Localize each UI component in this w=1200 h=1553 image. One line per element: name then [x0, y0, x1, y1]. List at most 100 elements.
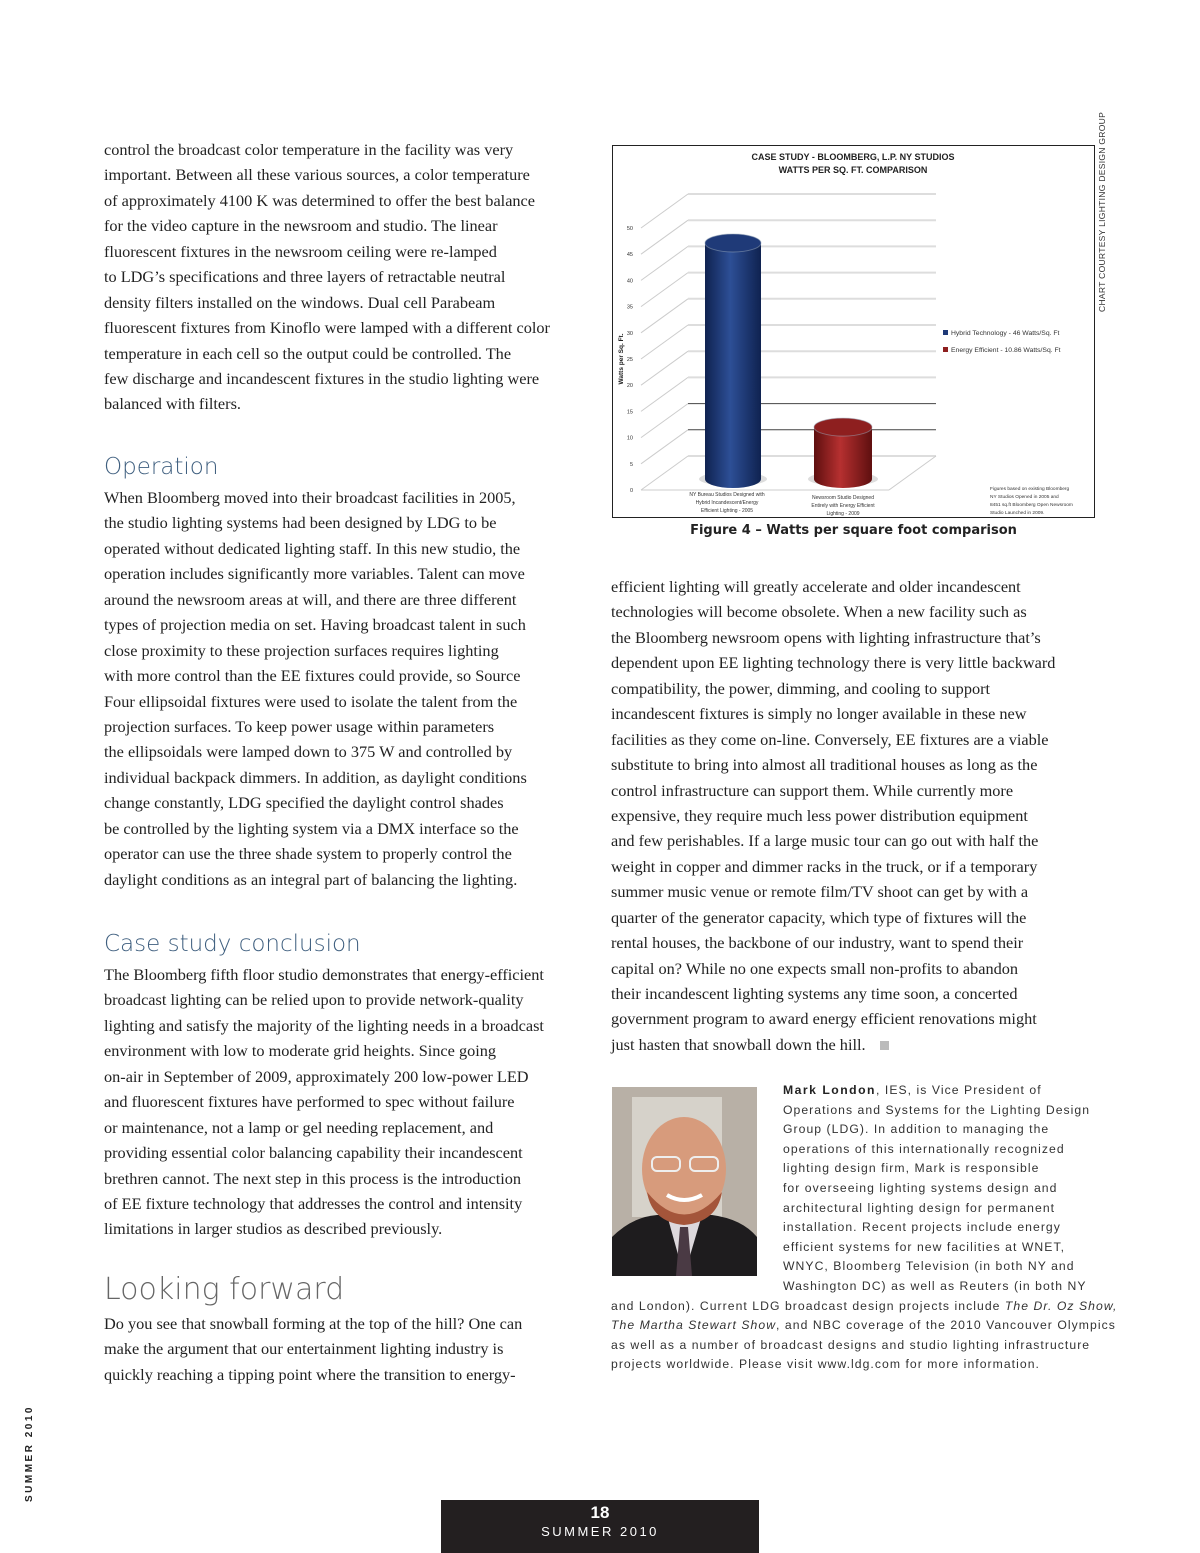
author-bio: Mark London, IES, is Vice President of O…: [611, 1081, 1117, 1375]
text-line: of EE fixture technology that addresses …: [104, 1193, 523, 1213]
text-line: control infrastructure can support them.…: [611, 780, 1014, 800]
bio-line: Group (LDG). In addition to managing the: [783, 1122, 1050, 1137]
text-line: individual backpack dimmers. In addition…: [104, 767, 527, 787]
text-line: be controlled by the lighting system via…: [104, 818, 519, 838]
looking-forward-heading: Looking forward: [104, 1272, 345, 1307]
bio-line: as well as a number of broadcast designs…: [611, 1337, 1091, 1352]
text-line: on-air in September of 2009, approximate…: [104, 1066, 529, 1086]
bio-line: operations of this internationally recog…: [783, 1141, 1065, 1156]
bio-text: , IES, is Vice President of: [876, 1083, 1042, 1097]
bio-line: WNYC, Bloomberg Television (in both NY a…: [783, 1259, 1075, 1274]
bio-text: and London). Current LDG broadcast desig…: [611, 1298, 1005, 1313]
chart-note: NY Studios Opened in 2005 and: [990, 494, 1059, 500]
bio-line: Operations and Systems for the Lighting …: [783, 1102, 1091, 1117]
page-number: 18: [590, 1503, 610, 1522]
text-line: limitations in larger studios as describ…: [104, 1219, 443, 1239]
gridline-depth: [640, 455, 689, 491]
text-line: change constantly, LDG specified the day…: [104, 793, 504, 813]
show-title: The Dr. Oz Show,: [1004, 1298, 1118, 1313]
text-line: providing essential color balancing capa…: [104, 1143, 523, 1163]
text-line: fluorescent fixtures from Kinoflo were l…: [104, 318, 550, 338]
text-line: facilities as they come on-line. Convers…: [611, 729, 1049, 749]
y-tick-label: 15: [627, 409, 633, 415]
conclusion-heading: Case study conclusion: [104, 931, 361, 957]
bio-line: architectural lighting design for perman…: [783, 1200, 1056, 1215]
text-line: control the broadcast color temperature …: [104, 140, 514, 159]
text-line: operation includes significantly more va…: [104, 564, 525, 584]
page-footer: 18 SUMMER 2010: [441, 1500, 759, 1553]
text-line: make the argument that our entertainment…: [104, 1339, 504, 1359]
text-line: government program to award energy effic…: [611, 1009, 1037, 1029]
bio-line: Washington DC) as well as Reuters (in bo…: [783, 1278, 1087, 1293]
text-line: around the newsroom areas at will, and t…: [104, 589, 517, 609]
gridline-depth: [640, 403, 689, 439]
gridline-depth: [640, 324, 689, 360]
legend-entry: Hybrid Technology - 46 Watts/Sq. Ft: [951, 330, 1060, 337]
end-mark-icon: [879, 1040, 889, 1050]
text-line: temperature in each cell so the output c…: [104, 343, 512, 363]
gridline-depth: [640, 298, 689, 334]
text-line: types of projection media on set. Having…: [104, 615, 526, 635]
text-line: balanced with filters.: [104, 394, 241, 414]
text-line: substitute to bring into almost all trad…: [611, 755, 1038, 775]
text-line: just hasten that snowball down the hill.: [611, 1032, 1055, 1057]
chart-note: Figures based on existing Bloomberg: [990, 486, 1070, 492]
gridline-depth: [640, 245, 689, 281]
y-tick-label: 40: [627, 278, 633, 284]
author-photo: [612, 1087, 757, 1276]
show-title: The Martha Stewart Show: [611, 1318, 777, 1333]
bio-line: efficient systems for new facilities at …: [783, 1239, 1066, 1254]
legend-swatch: [943, 347, 948, 352]
x-category-label: Hybrid Incandescent/Energy: [696, 500, 759, 506]
text-line: capital on? While no one expects small n…: [611, 958, 1019, 978]
floor-edge: [888, 455, 937, 491]
text-line: When Bloomberg moved into their broadcas…: [104, 488, 516, 507]
text-line: Do you see that snowball forming at the …: [104, 1314, 523, 1333]
text-line: important. Between all these various sou…: [104, 165, 530, 185]
text-line: The Bloomberg fifth floor studio demonst…: [104, 965, 544, 984]
x-category-label: Efficient Lighting - 2005: [701, 508, 753, 514]
bar-1: [705, 242, 761, 488]
text-line: rental houses, the backbone of our indus…: [611, 933, 1024, 953]
text-line: efficient lighting will greatly accelera…: [611, 577, 1021, 596]
bio-line: for overseeing lighting systems design a…: [783, 1180, 1058, 1195]
conclusion-paragraph: The Bloomberg fifth floor studio demonst…: [104, 962, 544, 1242]
y-tick-label: 30: [627, 331, 633, 337]
x-category-label: NY Bureau Studios Designed with: [689, 492, 764, 498]
text-line: the Bloomberg newsroom opens with lighti…: [611, 627, 1041, 647]
bio-text: , and NBC coverage of the 2010 Vancouver…: [776, 1318, 1116, 1333]
gridline-depth: [640, 376, 689, 412]
text-line: weight in copper and dimmer racks in the…: [611, 856, 1038, 876]
chart-title: CASE STUDY - BLOOMBERG, L.P. NY STUDIOS: [751, 152, 954, 162]
text-line: few discharge and incandescent fixtures …: [104, 368, 540, 388]
gridline-depth: [640, 193, 689, 229]
legend-entry: Energy Efficient - 10.86 Watts/Sq. Ft: [951, 347, 1061, 354]
x-category-label: Entirely with Energy Efficient: [811, 503, 875, 509]
operation-heading: Operation: [104, 454, 219, 480]
text-line: close proximity to these projection surf…: [104, 640, 499, 660]
text-line: or maintenance, not a lamp or gel needin…: [104, 1117, 494, 1137]
y-tick-label: 0: [630, 488, 633, 494]
text-line: brethren cannot. The next step in this p…: [104, 1168, 522, 1188]
y-tick-label: 35: [627, 305, 633, 311]
looking-forward-paragraph: Do you see that snowball forming at the …: [104, 1311, 522, 1387]
text-line: environment with low to moderate grid he…: [104, 1041, 497, 1061]
text-line: quickly reaching a tipping point where t…: [104, 1364, 516, 1384]
chart-subtitle: WATTS PER SQ. FT. COMPARISON: [779, 165, 928, 175]
y-axis-label: Watts per Sq. Ft.: [618, 333, 625, 384]
text-line: operated without dedicated lighting staf…: [104, 538, 521, 558]
y-tick-label: 25: [627, 357, 633, 363]
figure-caption: Figure 4 – Watts per square foot compari…: [690, 523, 1017, 538]
text-line: quarter of the generator capacity, which…: [611, 907, 1027, 927]
footer-issue: SUMMER 2010: [541, 1524, 659, 1539]
chart-svg: CASE STUDY - BLOOMBERG, L.P. NY STUDIOS W…: [618, 152, 1073, 517]
text-line: the studio lighting systems had been des…: [104, 513, 497, 533]
text-line: to LDG’s specifications and three layers…: [104, 267, 506, 287]
text-line: and few perishables. If a large music to…: [611, 831, 1039, 851]
text-line: with more control than the EE fixtures c…: [104, 666, 521, 686]
chart-note: Studio Launched in 2009.: [990, 510, 1044, 516]
gridline-depth: [640, 272, 689, 308]
gridline-depth: [640, 429, 689, 465]
text-line: compatibility, the power, dimming, and c…: [611, 678, 991, 698]
sidebar-issue-label: SUMMER 2010: [24, 1405, 35, 1502]
